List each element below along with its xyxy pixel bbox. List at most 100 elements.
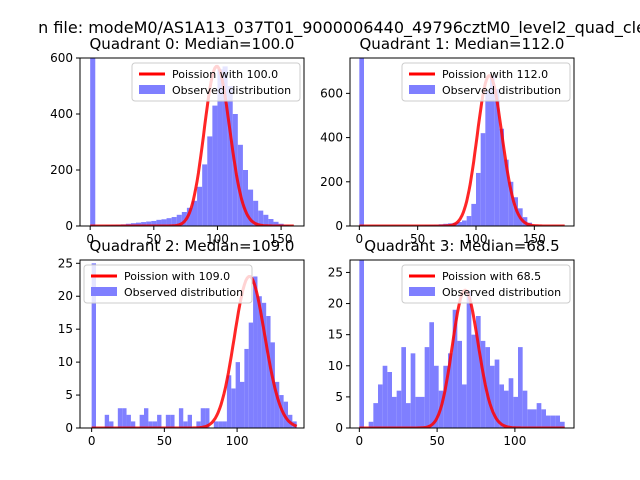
histogram-bar xyxy=(266,316,271,428)
histogram-bar xyxy=(457,340,462,428)
y-tick-label: 5 xyxy=(335,390,343,404)
legend-line-label: Poission with 109.0 xyxy=(124,270,230,283)
histogram-bar xyxy=(499,128,504,226)
histogram-bar xyxy=(207,136,213,226)
histogram-bar xyxy=(90,58,96,226)
quadrant-1-panel: 0 50 100 150 0 200 400 600 Quadrant 1: Median=11… xyxy=(320,35,575,246)
histogram-bar xyxy=(181,212,187,226)
histogram-bar xyxy=(202,164,208,226)
y-tick-label: 200 xyxy=(320,175,343,189)
histogram-bar xyxy=(253,200,259,226)
x-tick-label: 50 xyxy=(146,232,161,246)
legend-box xyxy=(131,62,301,102)
histogram-bar xyxy=(560,421,565,428)
histogram-bar xyxy=(471,334,476,428)
x-tick-label: 100 xyxy=(206,232,229,246)
histogram-bar xyxy=(217,69,223,226)
legend-hist-label: Observed distribution xyxy=(442,84,561,97)
quadrant-2-title: Quadrant 2: Median=109.0 xyxy=(90,237,295,255)
x-tick-label: 150 xyxy=(270,232,293,246)
histogram-bar xyxy=(532,409,537,428)
poisson-curve xyxy=(90,64,294,226)
histogram-bar xyxy=(126,414,131,428)
histogram-bar xyxy=(231,388,236,428)
y-tick-label: 0 xyxy=(335,219,343,233)
histogram-bar xyxy=(187,414,192,428)
y-tick-label: 10 xyxy=(328,359,343,373)
legend-hist-swatch xyxy=(409,85,435,94)
legend-hist-label: Observed distribution xyxy=(442,286,561,299)
histogram-bar xyxy=(213,421,219,428)
histogram-bar xyxy=(466,291,472,428)
x-tick-label: 0 xyxy=(86,232,94,246)
y-tick-label: 20 xyxy=(328,297,343,311)
histogram-bar xyxy=(457,222,462,226)
histogram-bar xyxy=(555,415,560,428)
histogram-bar xyxy=(248,189,254,226)
histogram-bar xyxy=(244,348,249,428)
legend-line-label: Poission with 68.5 xyxy=(442,270,541,283)
histogram-bar xyxy=(261,302,267,428)
histogram-bar xyxy=(359,58,364,226)
histogram-bar xyxy=(274,381,280,428)
histogram-bar xyxy=(485,91,490,226)
histogram-bar xyxy=(504,159,509,226)
histogram-bar xyxy=(373,403,378,428)
histogram-bar xyxy=(490,75,495,226)
histogram-bar xyxy=(273,221,279,226)
x-tick-label: 0 xyxy=(356,434,364,448)
histogram-bar xyxy=(242,170,248,226)
legend-line-label: Poission with 100.0 xyxy=(172,68,278,81)
histogram-bar xyxy=(410,353,416,428)
histogram-bar xyxy=(406,403,411,428)
histogram-bar xyxy=(490,365,495,428)
histogram-bar xyxy=(462,220,467,226)
histogram-bar xyxy=(415,396,420,428)
histogram-bar xyxy=(527,409,532,428)
histogram-bar xyxy=(387,372,392,428)
histogram-bar xyxy=(222,66,228,226)
quadrant-1-legend: Poission with 112.0 Observed distribution xyxy=(401,62,571,102)
x-tick-label: 0 xyxy=(356,232,364,246)
histogram-bar xyxy=(237,144,243,226)
quadrant-3-legend: Poission with 68.5 Observed distribution xyxy=(401,264,571,304)
y-tick-label: 200 xyxy=(50,163,73,177)
histogram-bar xyxy=(151,220,157,226)
y-tick-label: 400 xyxy=(320,131,343,145)
x-tick-label: 50 xyxy=(410,232,425,246)
histogram-bar xyxy=(200,408,206,428)
y-tick-label: 15 xyxy=(58,322,73,336)
histogram-bar xyxy=(396,390,402,428)
histogram-bar xyxy=(109,421,114,428)
quadrant-2-frame xyxy=(79,259,305,429)
quadrant-0-panel: 0 50 100 150 0 200 400 600 Quadrant 0: Median=10… xyxy=(50,35,305,246)
quadrant-1-plot-area xyxy=(359,58,565,226)
histogram-bar xyxy=(205,408,210,428)
histogram-bar xyxy=(382,365,388,428)
quadrant-2-legend: Poission with 109.0 Observed distribution xyxy=(83,264,253,304)
x-tick-label: 100 xyxy=(465,232,488,246)
histogram-bar xyxy=(141,222,147,226)
quadrant-3-title: Quadrant 3: Median=68.5 xyxy=(364,237,559,255)
quadrant-0-legend: Poission with 100.0 Observed distribution xyxy=(131,62,301,102)
legend-line-label: Poission with 112.0 xyxy=(442,68,548,81)
y-tick-label: 5 xyxy=(65,388,73,402)
histogram-bar xyxy=(550,415,556,428)
histogram-bar xyxy=(258,210,264,226)
histogram-bar xyxy=(378,384,383,428)
quadrant-2-panel: 0 50 100 0 5 10 15 20 25 Quadrant 2: Median=109.0… xyxy=(58,237,305,448)
y-tick-label: 600 xyxy=(320,86,343,100)
histogram-bar xyxy=(226,375,232,428)
quadrant-0-frame xyxy=(79,57,305,227)
x-tick-label: 50 xyxy=(157,434,172,448)
histogram-bar xyxy=(392,396,397,428)
legend-hist-label: Observed distribution xyxy=(124,286,243,299)
histogram-bar xyxy=(466,216,472,226)
x-tick-label: 100 xyxy=(226,434,249,448)
y-tick-label: 0 xyxy=(65,219,73,233)
histogram-bar xyxy=(462,384,467,428)
histogram-bar xyxy=(136,222,142,226)
legend-box xyxy=(401,62,571,102)
histogram-bar xyxy=(448,353,453,428)
y-tick-label: 0 xyxy=(335,421,343,435)
